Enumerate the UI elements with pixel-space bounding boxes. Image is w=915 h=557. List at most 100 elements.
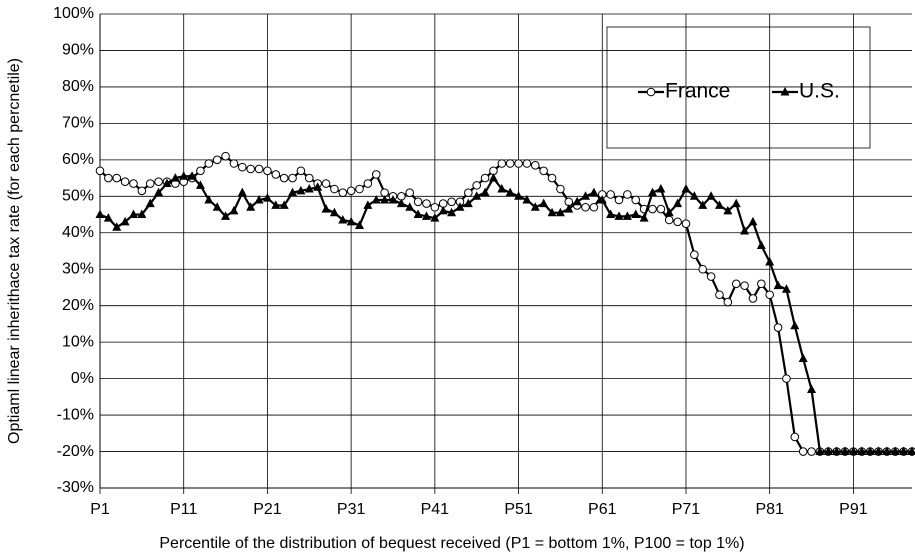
marker (464, 188, 473, 197)
marker (564, 204, 574, 213)
marker (338, 188, 348, 197)
marker (530, 161, 540, 170)
marker (346, 216, 356, 226)
marker (681, 184, 691, 193)
marker (103, 213, 113, 222)
marker (95, 209, 105, 219)
marker (480, 173, 490, 183)
marker (648, 204, 657, 214)
marker (664, 207, 674, 217)
marker (304, 173, 314, 183)
y-tick-label: 80% (62, 78, 94, 95)
marker (907, 446, 915, 456)
marker (539, 198, 549, 208)
marker (690, 250, 699, 259)
marker (731, 279, 741, 289)
marker (656, 204, 666, 214)
marker (606, 209, 616, 219)
y-tick-label: 90% (62, 42, 94, 59)
x-tick-label: P1 (90, 501, 110, 518)
y-tick-label: 70% (62, 115, 94, 132)
marker (698, 264, 708, 274)
marker (547, 207, 557, 217)
marker (581, 191, 591, 200)
marker (204, 159, 214, 168)
marker (271, 200, 281, 209)
marker (355, 220, 365, 229)
x-tick-label: P21 (253, 501, 282, 518)
marker (430, 202, 440, 212)
y-tick-label: 20% (62, 297, 94, 314)
y-tick-label: 30% (62, 260, 94, 277)
marker (371, 194, 381, 204)
legend-box (606, 26, 871, 149)
marker (246, 202, 256, 211)
marker (363, 200, 373, 209)
marker (313, 182, 323, 191)
marker (723, 205, 733, 215)
marker (129, 179, 138, 188)
marker (497, 159, 507, 168)
series-line (99, 175, 912, 453)
marker (447, 207, 457, 217)
x-tick-label: P81 (755, 501, 784, 518)
marker (279, 200, 289, 209)
legend-label: U.S. (799, 80, 840, 103)
x-tick-label: P51 (504, 501, 533, 518)
marker (422, 199, 431, 208)
marker (740, 225, 750, 235)
marker (288, 173, 297, 183)
marker (363, 179, 373, 188)
marker (748, 216, 758, 226)
marker (421, 211, 431, 220)
marker (380, 194, 390, 204)
marker (547, 173, 557, 183)
marker (472, 191, 482, 200)
marker (221, 211, 231, 220)
y-tick-label: -10% (57, 406, 94, 423)
marker (756, 240, 766, 250)
marker (212, 155, 222, 165)
x-tick-label: P31 (337, 501, 366, 518)
marker (246, 164, 255, 174)
marker (321, 179, 331, 188)
marker (254, 194, 264, 204)
marker (781, 284, 791, 293)
marker (304, 184, 314, 193)
marker (396, 198, 406, 208)
marker (589, 202, 599, 212)
marker (145, 198, 155, 208)
y-tick-label: -30% (57, 479, 94, 496)
marker (832, 446, 842, 456)
marker (723, 297, 733, 307)
marker (120, 177, 130, 187)
marker (238, 162, 247, 172)
marker (195, 180, 205, 189)
marker (221, 151, 230, 161)
marker (646, 87, 656, 97)
marker (447, 197, 456, 207)
marker (154, 177, 163, 187)
x-tick-label: P71 (672, 501, 701, 518)
marker (681, 219, 691, 228)
marker (631, 209, 641, 219)
marker (673, 198, 683, 208)
marker (782, 374, 791, 383)
marker (807, 384, 817, 394)
marker (631, 195, 641, 205)
marker (430, 213, 440, 222)
marker (330, 184, 339, 194)
marker (706, 272, 716, 281)
marker (798, 447, 808, 456)
marker (271, 170, 281, 179)
marker (882, 446, 892, 456)
marker (748, 294, 758, 303)
marker (614, 211, 624, 220)
y-tick-label: -20% (57, 443, 94, 460)
marker (556, 184, 565, 194)
marker (664, 215, 674, 225)
x-tick-label: P41 (421, 501, 450, 518)
marker (355, 184, 364, 194)
marker (597, 194, 607, 204)
